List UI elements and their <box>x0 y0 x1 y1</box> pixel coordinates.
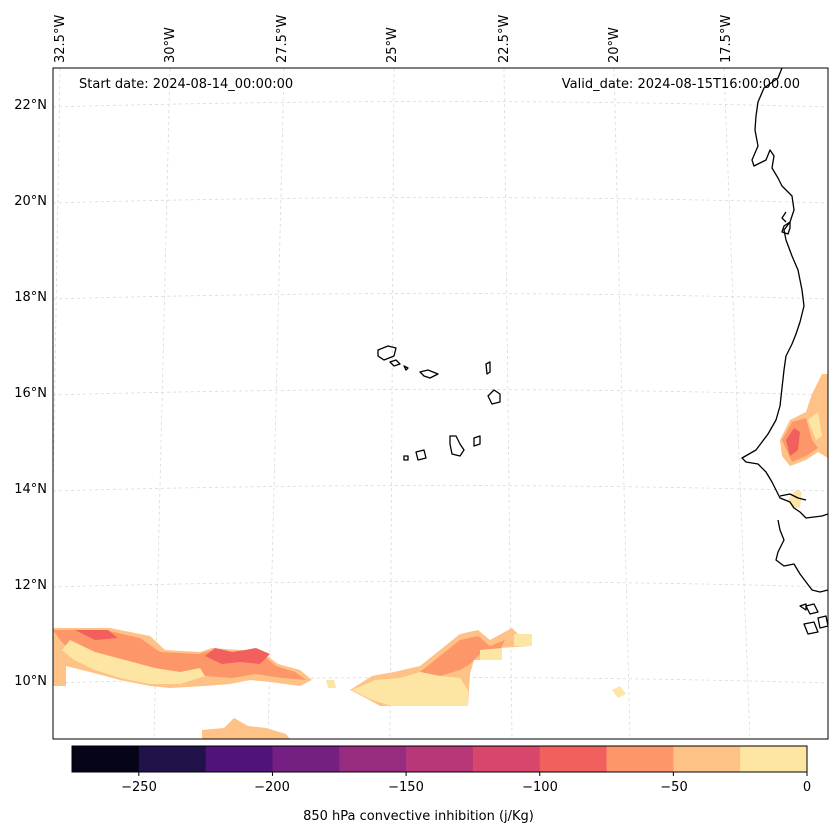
colorbar-segment <box>72 746 140 772</box>
island-sal <box>485 361 491 375</box>
parallel-20n <box>53 197 828 204</box>
colorbar-tick-0: 0 <box>802 780 812 795</box>
island-maio <box>473 435 481 447</box>
cin-contour-fills <box>53 374 828 739</box>
island-brava <box>403 455 409 461</box>
colorbar-segment <box>539 746 608 772</box>
start-date-label: Start date: 2024-08-14_00:00:00 <box>79 77 294 92</box>
cin-region-small-east <box>612 686 626 698</box>
colorbar-segment <box>606 746 674 772</box>
island-santo-antao <box>377 345 397 361</box>
lat-label-12n: 12°N <box>14 578 47 593</box>
parallel-16n <box>53 389 828 396</box>
colorbar-tick-m100: −100 <box>522 780 558 795</box>
colorbar-tick-m150: −150 <box>388 780 424 795</box>
colorbar-segment <box>406 746 474 772</box>
lon-label-30w: 30°W <box>163 27 178 63</box>
parallel-18n <box>53 293 828 300</box>
cin-region-central-patch <box>480 634 532 660</box>
lon-label-27-5w: 27.5°W <box>275 14 290 63</box>
cin-region-west-mid <box>53 630 306 680</box>
meridian-20w <box>613 68 631 739</box>
colorbar-segment <box>138 746 207 772</box>
coast-africa-mainland <box>741 68 828 593</box>
meridian-27-5w <box>267 68 285 739</box>
cin-region-south <box>202 718 290 739</box>
colorbar-segment <box>740 746 808 772</box>
coastlines <box>377 68 828 635</box>
cin-region-west-inner <box>75 630 118 640</box>
lat-label-16n: 16°N <box>14 386 47 401</box>
colorbar-tick-m250: −250 <box>121 780 157 795</box>
island-boa-vista <box>487 389 501 405</box>
cin-region-small-west <box>326 680 336 688</box>
colorbar-segment <box>673 746 741 772</box>
map-frame <box>52 67 829 740</box>
coast-bijagos <box>799 603 828 635</box>
lat-label-18n: 18°N <box>14 290 47 305</box>
colorbar-segment <box>272 746 340 772</box>
cin-region-west-inner-2 <box>205 648 270 664</box>
island-fogo <box>415 449 427 461</box>
colorbar-title: 850 hPa convective inhibition (j/Kg) <box>303 809 534 824</box>
lat-label-14n: 14°N <box>14 482 47 497</box>
colorbar-segment <box>205 746 273 772</box>
cin-region-senegal-inner <box>786 428 800 456</box>
parallel-22n <box>53 101 828 108</box>
valid-date-label: Valid_date: 2024-08-15T16:00:00.00 <box>561 77 800 92</box>
colorbar-tick-m200: −200 <box>254 780 290 795</box>
cin-region-senegal-light <box>808 412 822 440</box>
cin-region-central-mid <box>420 636 505 676</box>
graticule-grid <box>53 68 828 739</box>
colorbar-segment <box>472 746 541 772</box>
island-santiago <box>449 435 465 457</box>
lon-label-20w: 20°W <box>607 27 622 63</box>
cin-region-west-light <box>62 640 205 684</box>
meridian-22-5w <box>503 68 513 739</box>
lat-label-20n: 20°N <box>14 194 47 209</box>
island-sao-vicente <box>389 359 401 367</box>
colorbar-frame <box>71 745 808 773</box>
lon-label-22-5w: 22.5°W <box>497 14 512 63</box>
colorbar <box>71 745 808 776</box>
meridian-25w <box>389 68 395 739</box>
lon-label-17-5w: 17.5°W <box>719 14 734 63</box>
coast-dakar <box>781 211 791 235</box>
lat-label-22n: 22°N <box>14 98 47 113</box>
island-santa-luzia <box>403 365 409 371</box>
lon-label-25w: 25°W <box>385 27 400 63</box>
meridian-30w <box>153 68 171 739</box>
parallel-12n <box>53 581 828 588</box>
colorbar-segment <box>339 746 407 772</box>
parallel-14n <box>53 485 828 492</box>
lon-label-32-5w: 32.5°W <box>53 14 68 63</box>
cin-region-central-light <box>352 672 468 706</box>
lat-label-10n: 10°N <box>14 674 47 689</box>
colorbar-tick-m50: −50 <box>660 780 688 795</box>
island-sao-nicolau <box>419 369 439 379</box>
meridian-17-5w <box>723 68 751 739</box>
coast-gambia-river <box>779 493 807 501</box>
